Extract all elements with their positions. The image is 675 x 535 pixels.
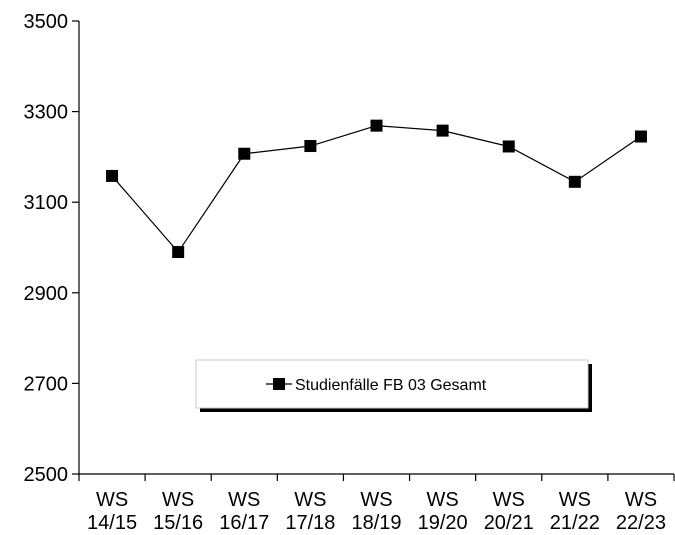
legend-marker bbox=[273, 378, 285, 390]
x-tick-label-line2: 16/17 bbox=[219, 512, 269, 534]
x-tick-label-line1: WS bbox=[559, 489, 591, 511]
data-point-marker bbox=[106, 169, 119, 182]
y-tick-label: 3300 bbox=[24, 102, 69, 124]
x-tick-label-line1: WS bbox=[493, 489, 525, 511]
y-tick-label: 2900 bbox=[24, 283, 69, 305]
x-tick-label-line2: 21/22 bbox=[550, 512, 600, 534]
x-tick-label-line2: 17/18 bbox=[285, 512, 335, 534]
legend-label: Studienfälle FB 03 Gesamt bbox=[295, 377, 487, 394]
x-tick-label-line1: WS bbox=[294, 489, 326, 511]
x-tick-label-line1: WS bbox=[96, 489, 128, 511]
x-tick-label-line2: 14/15 bbox=[87, 512, 137, 534]
y-tick-label: 3500 bbox=[24, 11, 69, 33]
data-point-marker bbox=[634, 130, 647, 143]
chart-axes bbox=[78, 21, 674, 475]
y-axis-ticks: 2500 2700 2900 3100 3300 3500 bbox=[24, 11, 79, 486]
data-point-marker bbox=[370, 119, 383, 132]
x-tick-label-line1: WS bbox=[228, 489, 260, 511]
legend: Studienfälle FB 03 Gesamt bbox=[195, 359, 592, 412]
data-point-marker bbox=[436, 124, 449, 137]
x-tick-label-line1: WS bbox=[625, 489, 657, 511]
data-point-marker bbox=[568, 175, 581, 188]
x-tick-label-line2: 20/21 bbox=[484, 512, 534, 534]
y-tick-label: 2500 bbox=[24, 464, 69, 486]
x-tick-label-line2: 22/23 bbox=[616, 512, 666, 534]
x-tick-label-line2: 15/16 bbox=[153, 512, 203, 534]
x-tick-label-line1: WS bbox=[360, 489, 392, 511]
x-tick-label-line2: 19/20 bbox=[418, 512, 468, 534]
data-point-marker bbox=[304, 140, 317, 153]
x-tick-label-line2: 18/19 bbox=[351, 512, 401, 534]
x-tick-label-line1: WS bbox=[427, 489, 459, 511]
data-point-marker bbox=[238, 147, 251, 160]
data-series bbox=[106, 119, 647, 259]
x-tick-label-line1: WS bbox=[162, 489, 194, 511]
y-tick-label: 3100 bbox=[24, 192, 69, 214]
y-tick-label: 2700 bbox=[24, 373, 69, 395]
series-line bbox=[111, 125, 642, 254]
data-point-marker bbox=[172, 246, 185, 259]
data-point-marker bbox=[502, 140, 515, 153]
legend-box bbox=[195, 359, 589, 409]
x-axis-ticks: WS14/15WS15/16WS16/17WS17/18WS18/19WS19/… bbox=[78, 474, 675, 534]
